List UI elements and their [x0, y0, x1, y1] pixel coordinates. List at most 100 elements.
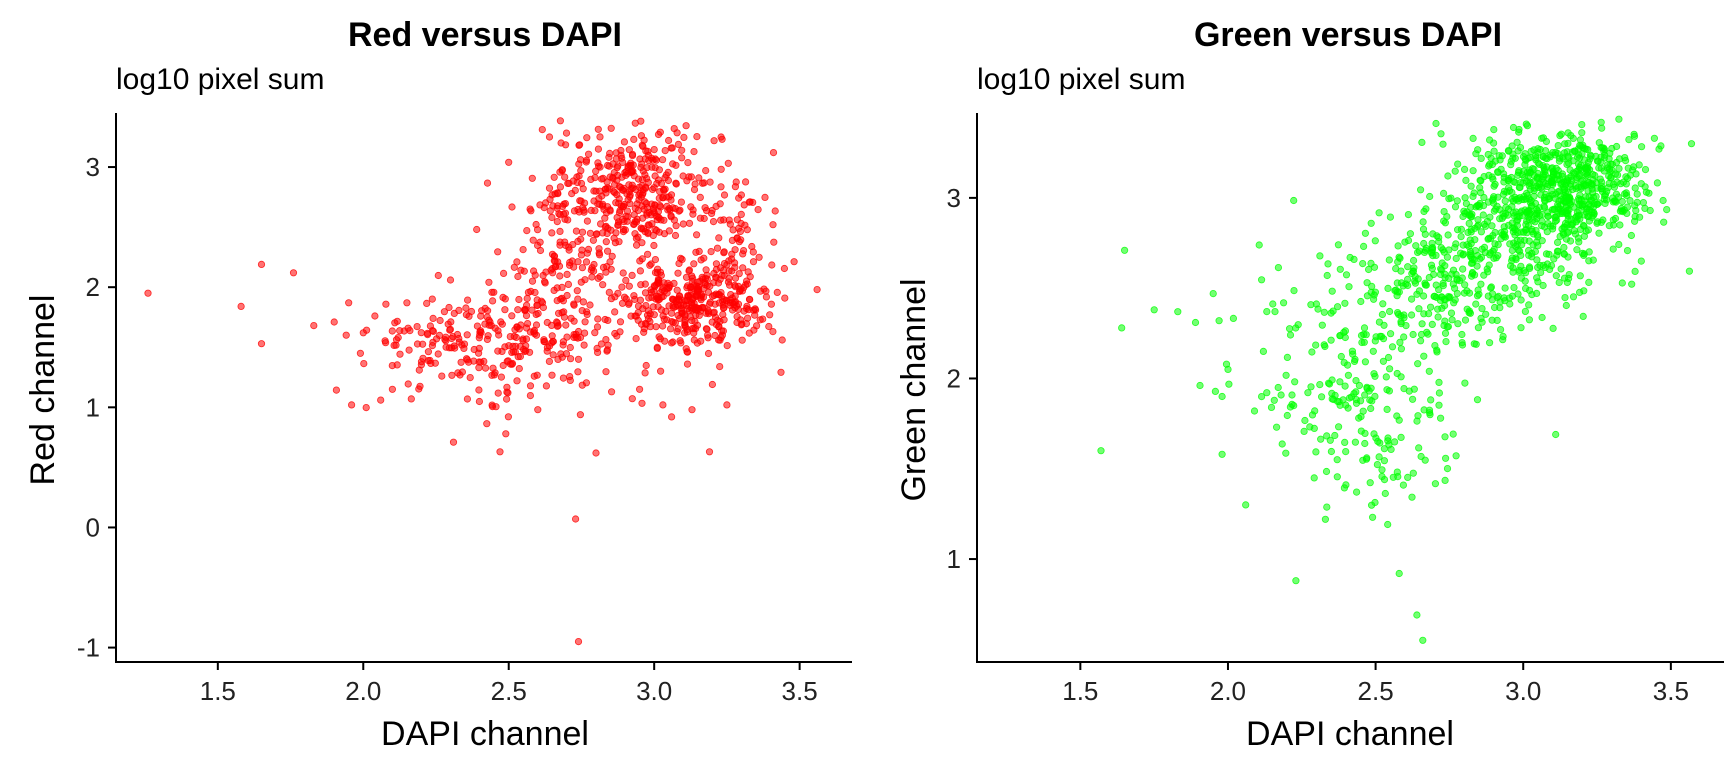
data-point [1191, 318, 1200, 327]
data-point [1361, 229, 1370, 237]
data-point [1595, 229, 1603, 237]
data-point [449, 332, 457, 341]
data-point [1361, 439, 1369, 448]
data-point [1545, 174, 1553, 182]
data-point [1537, 268, 1545, 277]
data-point [685, 267, 693, 275]
data-point [641, 280, 649, 288]
data-point [1477, 314, 1485, 322]
data-point [669, 204, 677, 212]
data-point [1397, 267, 1405, 275]
data-point [144, 289, 152, 297]
data-point [450, 309, 458, 317]
data-point [649, 303, 657, 311]
data-point [1435, 378, 1443, 386]
data-point [737, 219, 745, 228]
data-point [606, 149, 614, 157]
data-point [1529, 241, 1537, 249]
data-point [1494, 168, 1502, 176]
data-point [638, 141, 646, 149]
data-point [1380, 445, 1389, 453]
data-point [666, 325, 675, 333]
data-point [1242, 501, 1250, 509]
data-point [1450, 299, 1458, 307]
data-point [1263, 307, 1271, 316]
data-point [566, 355, 575, 363]
data-point [718, 271, 726, 279]
data-point [394, 333, 402, 342]
data-point [601, 315, 609, 324]
data-point [625, 299, 633, 307]
data-point [1301, 416, 1309, 425]
data-point [556, 227, 564, 235]
data-point [429, 327, 437, 335]
data-point [651, 172, 659, 180]
data-point [738, 320, 746, 328]
data-point [1584, 179, 1593, 187]
data-point [661, 147, 669, 155]
data-point [1531, 247, 1540, 256]
data-point [548, 339, 556, 347]
data-point [1580, 287, 1588, 295]
data-point [1286, 331, 1295, 339]
data-point [1400, 333, 1408, 341]
data-point [1418, 320, 1426, 328]
data-point [708, 318, 716, 326]
data-point [587, 175, 595, 183]
data-point [632, 234, 641, 242]
data-point [1267, 403, 1276, 411]
data-point [1417, 337, 1425, 345]
data-point [1639, 199, 1648, 207]
data-point [1610, 183, 1619, 191]
data-point [1508, 246, 1516, 254]
data-point [644, 151, 653, 159]
data-point [696, 277, 704, 285]
data-point [520, 267, 528, 275]
data-point [1434, 313, 1442, 321]
data-point [1615, 115, 1623, 123]
data-point [766, 311, 774, 319]
data-point [576, 411, 585, 419]
data-point [1525, 263, 1534, 271]
data-point [1477, 228, 1486, 236]
data-point [1586, 166, 1594, 174]
data-point [1419, 225, 1428, 233]
data-point [446, 325, 454, 333]
data-point [1255, 241, 1263, 249]
data-point [511, 342, 520, 350]
data-point [1441, 476, 1449, 484]
data-point [716, 362, 724, 371]
data-point [752, 322, 761, 330]
data-point [726, 220, 734, 228]
data-point [489, 364, 497, 372]
data-point [413, 322, 421, 331]
data-point [1360, 324, 1369, 332]
data-point [553, 319, 562, 327]
data-point [1538, 313, 1546, 322]
data-point [1617, 204, 1626, 213]
data-point [1351, 438, 1360, 446]
data-point [561, 209, 570, 217]
data-point [532, 321, 541, 329]
data-point [602, 222, 610, 230]
data-point [1273, 423, 1281, 431]
data-point [1321, 515, 1330, 523]
data-point [599, 281, 607, 289]
data-point [1565, 274, 1573, 283]
data-point [743, 302, 751, 310]
data-point [1543, 155, 1551, 163]
data-point [1507, 161, 1515, 169]
data-point [682, 345, 690, 353]
data-point [1467, 182, 1475, 190]
data-point [1545, 250, 1553, 258]
data-point [718, 297, 727, 305]
data-point [667, 212, 675, 220]
data-point [1501, 197, 1509, 205]
data-point [475, 334, 483, 342]
data-point [434, 350, 442, 358]
data-point [594, 145, 603, 153]
data-point [579, 204, 587, 212]
data-point [572, 227, 581, 235]
data-point [1322, 467, 1331, 476]
data-point [1515, 167, 1523, 175]
